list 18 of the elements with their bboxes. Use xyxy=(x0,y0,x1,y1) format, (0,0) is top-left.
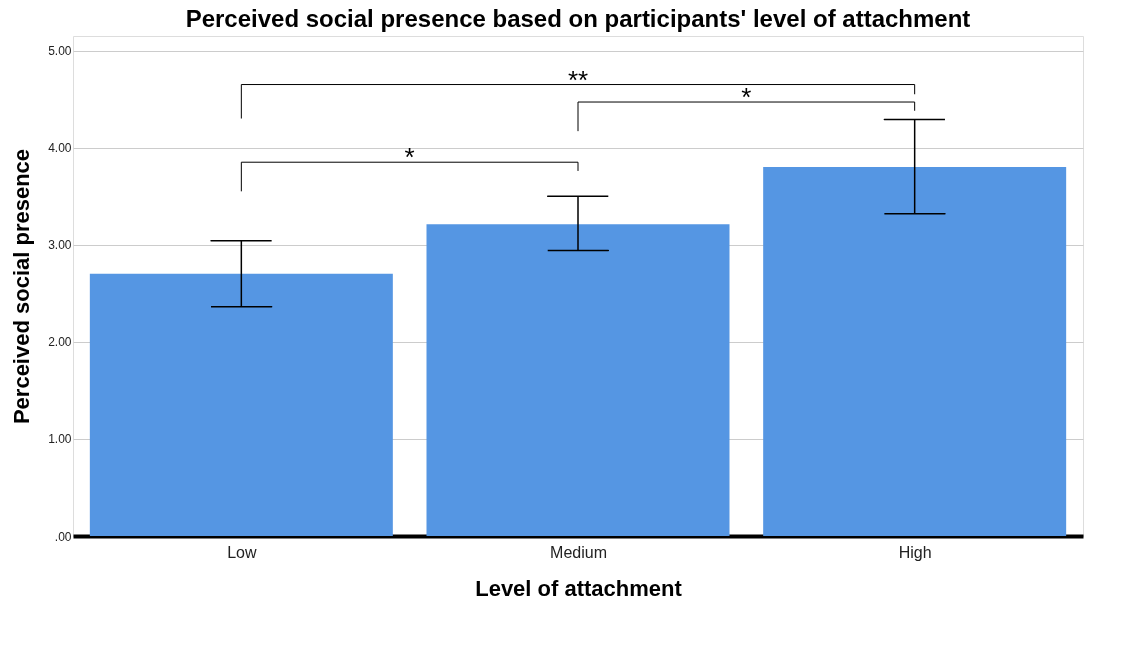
y-tick-label: 5.00 xyxy=(48,44,72,59)
annotation: * xyxy=(404,142,415,173)
x-tick-label: High xyxy=(898,543,932,561)
y-tick-label: 3.00 xyxy=(48,238,72,253)
x-tick-label: Medium xyxy=(550,543,607,561)
annotation: * xyxy=(741,82,752,113)
x-axis-title: Level of attachment xyxy=(475,575,683,601)
bar xyxy=(763,167,1067,536)
y-tick-label: 4.00 xyxy=(48,141,72,156)
y-axis-title: Perceived social presence xyxy=(9,148,35,425)
y-tick-label: 1.00 xyxy=(48,432,72,447)
x-tick-label: Low xyxy=(227,543,257,561)
chart-title: Perceived social presence based on participants' level of attachment xyxy=(185,5,971,32)
bar xyxy=(89,273,393,536)
y-tick-label: 2.00 xyxy=(48,335,72,350)
bar xyxy=(426,224,730,536)
annotation: ** xyxy=(567,64,589,95)
y-tick-label: .00 xyxy=(54,529,72,544)
